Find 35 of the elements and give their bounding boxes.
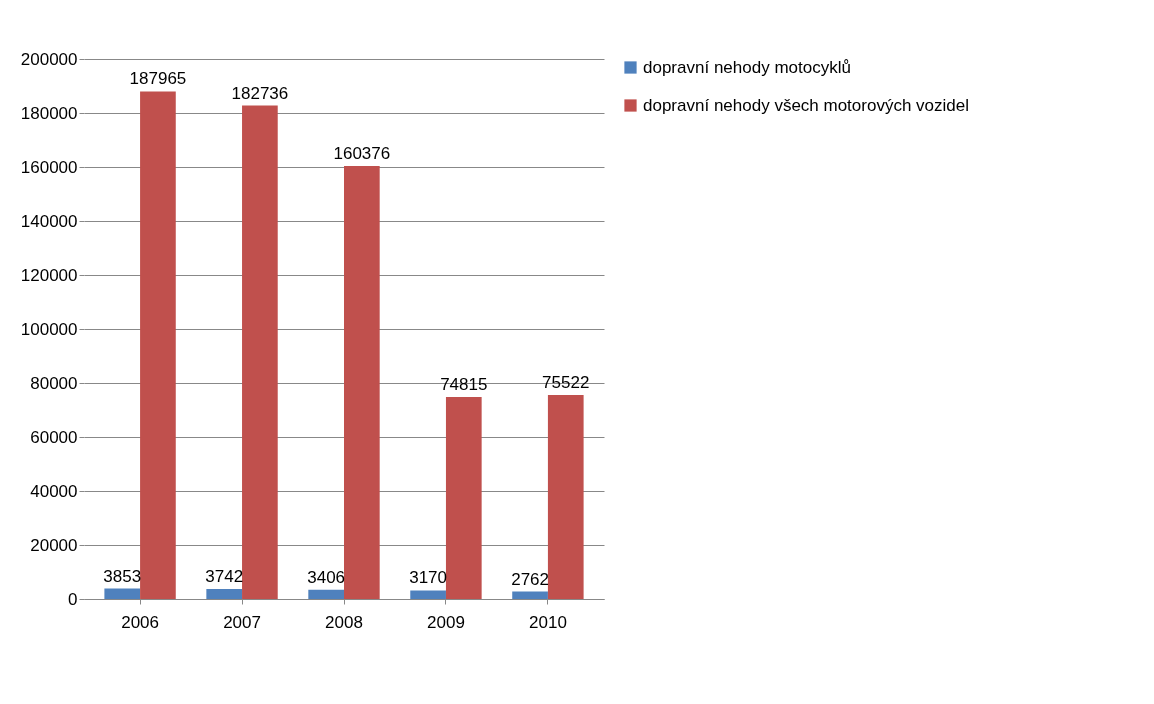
y-tick-label: 40000 — [30, 481, 78, 501]
data-label: 160376 — [333, 143, 391, 163]
data-label: 75522 — [542, 373, 590, 393]
x-tick-label: 2009 — [427, 612, 465, 632]
data-label: 74815 — [440, 375, 488, 394]
bar — [242, 105, 278, 599]
y-tick-label: 80000 — [30, 373, 78, 393]
bar — [140, 91, 176, 599]
x-tick-label: 2007 — [223, 612, 261, 632]
bar — [410, 590, 446, 599]
x-tick-label: 2008 — [325, 612, 363, 632]
legend-label: dopravní nehody všech motorových vozidel — [643, 95, 970, 115]
y-tick-label: 20000 — [30, 535, 78, 555]
x-tick-label: 2006 — [121, 612, 159, 632]
bar — [547, 395, 584, 599]
y-tick-label: 160000 — [20, 157, 78, 177]
legend-label: dopravní nehody motocyklů — [643, 57, 851, 77]
y-tick-label: 100000 — [20, 319, 78, 339]
bar — [104, 588, 141, 599]
bar — [512, 591, 548, 599]
data-label: 3406 — [307, 567, 346, 587]
y-tick-label: 60000 — [30, 427, 78, 447]
x-tick-label: 2010 — [529, 612, 567, 632]
data-label: 2762 — [511, 569, 549, 589]
y-tick-label: 120000 — [20, 265, 78, 285]
y-tick-label: 180000 — [20, 103, 78, 123]
data-label: 187965 — [129, 69, 187, 89]
y-tick-label: 140000 — [20, 211, 78, 231]
bar — [445, 397, 482, 599]
data-label: 182736 — [231, 83, 289, 103]
bar — [308, 589, 344, 599]
y-tick-label: 0 — [68, 589, 78, 609]
bar — [206, 588, 243, 599]
y-tick-label: 200000 — [20, 49, 78, 69]
bar — [344, 165, 380, 599]
